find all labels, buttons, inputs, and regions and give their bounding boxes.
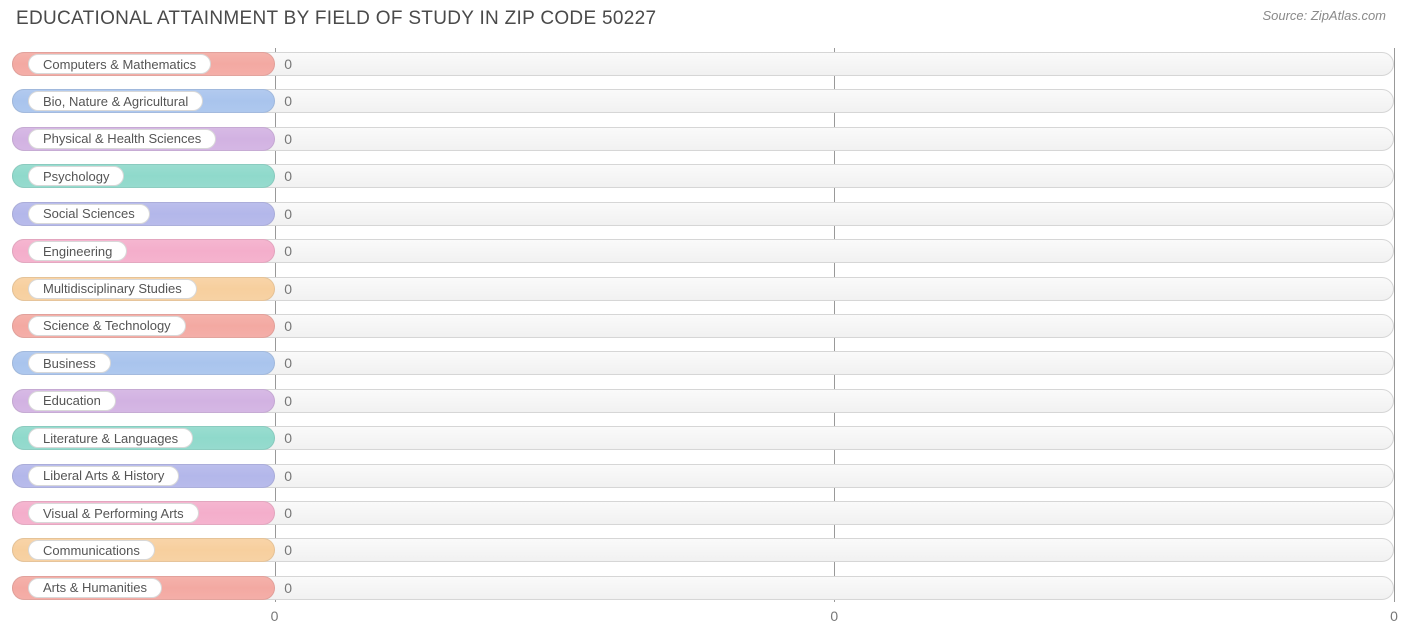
bar-value-label: 0	[284, 468, 292, 484]
bar-row: Computers & Mathematics 0	[12, 50, 1394, 78]
x-axis-tick-label: 0	[271, 608, 279, 624]
bar-category-label: Social Sciences	[28, 204, 150, 224]
bar-row: Arts & Humanities 0	[12, 574, 1394, 602]
bar-container: Computers & Mathematics0Bio, Nature & Ag…	[12, 50, 1394, 602]
bar-row: Visual & Performing Arts 0	[12, 499, 1394, 527]
chart-title: EDUCATIONAL ATTAINMENT BY FIELD OF STUDY…	[16, 8, 656, 30]
bar-category-label: Psychology	[28, 166, 124, 186]
bar-row: Business 0	[12, 349, 1394, 377]
bar-row: Science & Technology 0	[12, 312, 1394, 340]
bar-category-label: Science & Technology	[28, 316, 186, 336]
bar-category-label: Communications	[28, 540, 155, 560]
bar-category-label: Liberal Arts & History	[28, 466, 179, 486]
bar-value-label: 0	[284, 318, 292, 334]
bar-value-label: 0	[284, 393, 292, 409]
bar-category-label: Computers & Mathematics	[28, 54, 211, 74]
bar-row: Physical & Health Sciences 0	[12, 125, 1394, 153]
bar-row: Social Sciences 0	[12, 200, 1394, 228]
bar-category-label: Literature & Languages	[28, 428, 193, 448]
bar-value-label: 0	[284, 168, 292, 184]
bar-value-label: 0	[284, 355, 292, 371]
bar-category-label: Business	[28, 353, 111, 373]
bar-row: Communications 0	[12, 536, 1394, 564]
bar-category-label: Physical & Health Sciences	[28, 129, 216, 149]
bar-category-label: Bio, Nature & Agricultural	[28, 91, 203, 111]
bar-category-label: Engineering	[28, 241, 127, 261]
bar-value-label: 0	[284, 131, 292, 147]
bar-value-label: 0	[284, 542, 292, 558]
bar-row: Liberal Arts & History 0	[12, 462, 1394, 490]
chart-source: Source: ZipAtlas.com	[1262, 8, 1386, 23]
bar-value-label: 0	[284, 206, 292, 222]
x-axis-tick-label: 0	[1390, 608, 1398, 624]
bar-row: Education 0	[12, 387, 1394, 415]
bar-value-label: 0	[284, 580, 292, 596]
bar-row: Multidisciplinary Studies 0	[12, 275, 1394, 303]
bar-value-label: 0	[284, 281, 292, 297]
gridline	[1394, 48, 1395, 602]
chart-area: Computers & Mathematics0Bio, Nature & Ag…	[12, 48, 1394, 602]
bar-category-label: Visual & Performing Arts	[28, 503, 199, 523]
bar-value-label: 0	[284, 93, 292, 109]
bar-row: Literature & Languages 0	[12, 424, 1394, 452]
bar-value-label: 0	[284, 505, 292, 521]
bar-category-label: Education	[28, 391, 116, 411]
bar-value-label: 0	[284, 56, 292, 72]
bar-category-label: Multidisciplinary Studies	[28, 279, 197, 299]
chart-header: EDUCATIONAL ATTAINMENT BY FIELD OF STUDY…	[0, 0, 1406, 34]
bar-row: Engineering 0	[12, 237, 1394, 265]
bar-category-label: Arts & Humanities	[28, 578, 162, 598]
x-axis-tick-label: 0	[830, 608, 838, 624]
bar-row: Bio, Nature & Agricultural 0	[12, 87, 1394, 115]
bar-value-label: 0	[284, 243, 292, 259]
bar-row: Psychology 0	[12, 162, 1394, 190]
bar-value-label: 0	[284, 430, 292, 446]
